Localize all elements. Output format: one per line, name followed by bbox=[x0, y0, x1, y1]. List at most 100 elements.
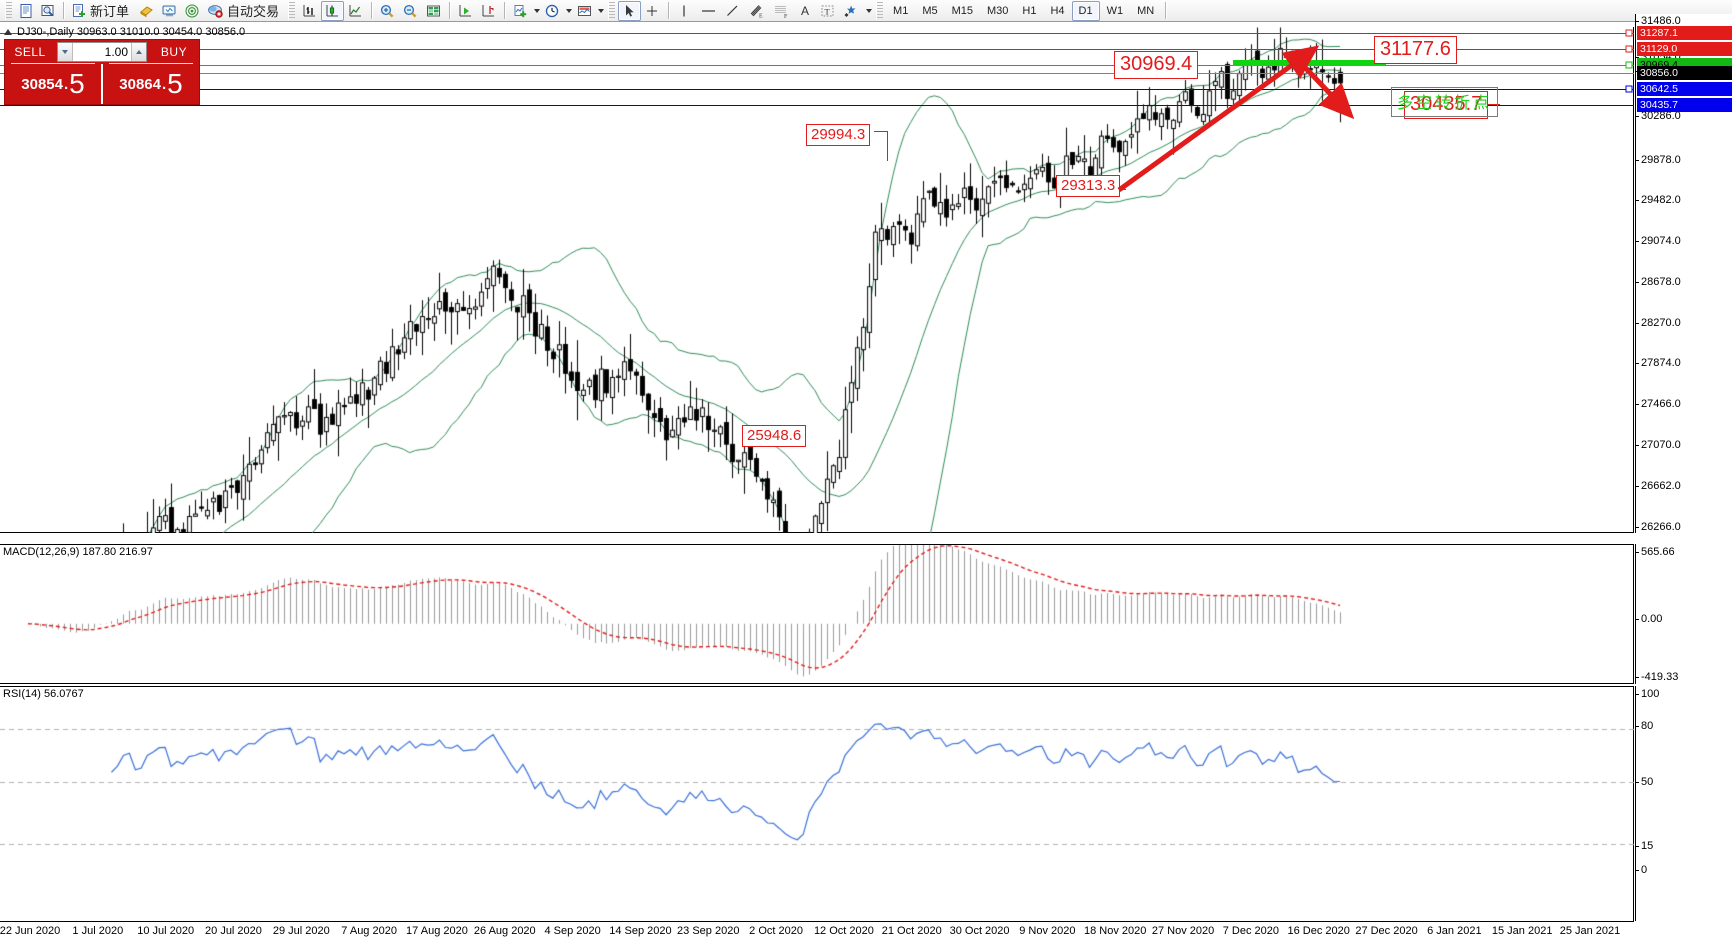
macd-pane[interactable] bbox=[0, 544, 1634, 684]
price-axis-label: 29878.0 bbox=[1641, 154, 1681, 166]
fibonacci-icon[interactable]: F bbox=[769, 1, 794, 21]
price-level-handle-resistance-2[interactable] bbox=[1625, 29, 1633, 37]
buy-button[interactable]: 30864 . 5 bbox=[101, 63, 199, 104]
timeframe-m1[interactable]: M1 bbox=[893, 4, 909, 17]
annotation-30435[interactable]: 30435.7 bbox=[1404, 91, 1489, 119]
horizontal-line-icon[interactable] bbox=[696, 1, 721, 21]
periods-icon[interactable] bbox=[541, 1, 564, 21]
price-level-line-support-1[interactable] bbox=[0, 89, 1634, 90]
annotation-31177[interactable]: 31177.6 bbox=[1374, 36, 1457, 64]
trendline-icon[interactable] bbox=[721, 1, 744, 21]
toolbar-grip-3[interactable] bbox=[608, 1, 616, 20]
toolbar-grip-2[interactable] bbox=[288, 1, 296, 20]
equidistant-channel-icon[interactable]: E bbox=[744, 1, 769, 21]
annotation-30969[interactable]: 30969.4 bbox=[1114, 51, 1199, 79]
cursor-icon[interactable] bbox=[618, 0, 642, 21]
annotation-29313[interactable]: 29313.3 bbox=[1056, 175, 1121, 197]
timeframe-m30[interactable]: M30 bbox=[987, 4, 1009, 17]
rsi-axis[interactable]: 100 80 50 15 0 bbox=[1635, 686, 1732, 921]
shapes-chevron-down-icon[interactable] bbox=[864, 8, 873, 13]
line-chart-icon[interactable] bbox=[344, 1, 367, 21]
toolbar-separator bbox=[63, 2, 64, 19]
mql5-community-icon[interactable] bbox=[135, 1, 158, 21]
market-watch-icon[interactable] bbox=[37, 1, 59, 21]
price-level-tag-last-price[interactable]: 30856.0 bbox=[1637, 66, 1732, 80]
timeframe-m5[interactable]: M5 bbox=[922, 4, 938, 17]
volume-decrease-button[interactable] bbox=[58, 43, 73, 61]
algo-trading-button[interactable]: 自动交易 bbox=[204, 1, 285, 21]
price-level-tag-resistance-1[interactable]: 31129.0 bbox=[1637, 42, 1732, 56]
time-axis-label: 2 Oct 2020 bbox=[749, 925, 803, 937]
vertical-line-icon[interactable] bbox=[673, 1, 696, 21]
volume-input[interactable]: 1.00 bbox=[73, 43, 131, 61]
shapes-icon[interactable] bbox=[839, 1, 864, 21]
toolbar-separator-5 bbox=[504, 2, 506, 19]
timeframe-w1[interactable]: W1 bbox=[1106, 4, 1124, 17]
price-axis-tick bbox=[1635, 241, 1639, 242]
new-order-button[interactable]: 新订单 bbox=[68, 1, 135, 21]
annotation-29313-lead bbox=[1120, 189, 1126, 190]
bar-chart-icon[interactable] bbox=[298, 1, 321, 21]
text-icon[interactable]: A bbox=[794, 1, 816, 21]
rsi-pane[interactable] bbox=[0, 686, 1634, 921]
data-window-icon[interactable] bbox=[422, 1, 445, 21]
price-chart-canvas[interactable] bbox=[0, 27, 1634, 533]
crosshair-icon[interactable] bbox=[641, 1, 664, 21]
price-level-handle-support-1[interactable] bbox=[1625, 85, 1633, 93]
templates-icon[interactable] bbox=[573, 1, 596, 21]
one-click-trading-panel[interactable]: SELL 1.00 BUY 30854 . 5 30864 . 5 bbox=[4, 39, 200, 105]
price-level-line-last-price[interactable] bbox=[0, 73, 1634, 74]
macd-axis-label: 0.00 bbox=[1641, 613, 1663, 625]
price-level-handle-resistance-1[interactable] bbox=[1625, 45, 1633, 53]
price-chart-pane[interactable] bbox=[0, 27, 1634, 533]
auto-scroll-icon[interactable] bbox=[454, 1, 477, 21]
periods-chevron-down-icon[interactable] bbox=[564, 8, 573, 13]
price-level-handle-take-profit[interactable] bbox=[1625, 61, 1633, 69]
volume-stepper[interactable]: 1.00 bbox=[57, 42, 147, 62]
macd-axis[interactable]: 565.66 0.00 -419.33 bbox=[1635, 544, 1732, 684]
price-level-tag-support-1[interactable]: 30642.5 bbox=[1637, 82, 1732, 96]
price-level-tag-resistance-2[interactable]: 31287.1 bbox=[1637, 26, 1732, 40]
time-axis[interactable]: 22 Jun 2020 1 Jul 2020 10 Jul 2020 20 Jul 2… bbox=[0, 921, 1634, 941]
templates-chevron-down-icon[interactable] bbox=[596, 8, 605, 13]
chart-expand-icon[interactable] bbox=[4, 29, 12, 35]
time-axis-label: 27 Dec 2020 bbox=[1355, 925, 1418, 937]
timeframe-h1[interactable]: H1 bbox=[1022, 4, 1037, 17]
time-axis-label: 21 Oct 2020 bbox=[881, 925, 942, 937]
timeframe-mn[interactable]: MN bbox=[1137, 4, 1155, 17]
timeframe-m15[interactable]: M15 bbox=[951, 4, 974, 17]
annotation-cn-note[interactable]: 多空转折点 bbox=[1391, 87, 1499, 117]
macd-canvas[interactable] bbox=[0, 545, 1634, 684]
toolbar-separator-6 bbox=[668, 2, 670, 19]
rsi-canvas[interactable] bbox=[0, 687, 1634, 921]
signals-icon[interactable] bbox=[181, 1, 204, 21]
new-chart-icon[interactable] bbox=[15, 1, 37, 21]
sell-button[interactable]: 30854 . 5 bbox=[5, 63, 101, 104]
price-level-tag-support-2[interactable]: 30435.7 bbox=[1637, 98, 1732, 112]
timeframe-h4[interactable]: H4 bbox=[1050, 4, 1065, 17]
price-level-line-resistance-1[interactable] bbox=[0, 49, 1634, 50]
trade-panel-top-row: SELL 1.00 BUY bbox=[5, 40, 199, 64]
rsi-axis-label: 80 bbox=[1641, 720, 1654, 732]
price-axis-tick bbox=[1635, 57, 1639, 58]
text-label-icon[interactable]: T bbox=[816, 1, 839, 21]
annotation-29994[interactable]: 29994.3 bbox=[806, 124, 871, 146]
rsi-axis-tick bbox=[1635, 726, 1639, 727]
chart-shift-icon[interactable] bbox=[477, 1, 500, 21]
price-level-line-support-2[interactable] bbox=[0, 105, 1634, 106]
price-axis-tick bbox=[1635, 363, 1639, 364]
green-resistance-band bbox=[1233, 60, 1386, 66]
toolbar-grip[interactable] bbox=[5, 1, 12, 20]
annotation-25948[interactable]: 25948.6 bbox=[742, 425, 807, 447]
volume-increase-button[interactable] bbox=[131, 43, 146, 61]
market-icon[interactable] bbox=[158, 1, 181, 21]
candlestick-chart-icon[interactable] bbox=[321, 0, 345, 21]
timeframe-d1[interactable]: D1 bbox=[1071, 0, 1100, 21]
zoom-out-icon[interactable] bbox=[399, 1, 422, 21]
zoom-in-icon[interactable] bbox=[376, 1, 399, 21]
toolbar-grip-4[interactable] bbox=[876, 1, 884, 20]
price-level-line-take-profit[interactable] bbox=[0, 65, 1634, 66]
indicators-icon[interactable] bbox=[509, 1, 532, 21]
indicators-chevron-down-icon[interactable] bbox=[532, 8, 541, 13]
price-level-line-resistance-2[interactable] bbox=[0, 33, 1634, 34]
